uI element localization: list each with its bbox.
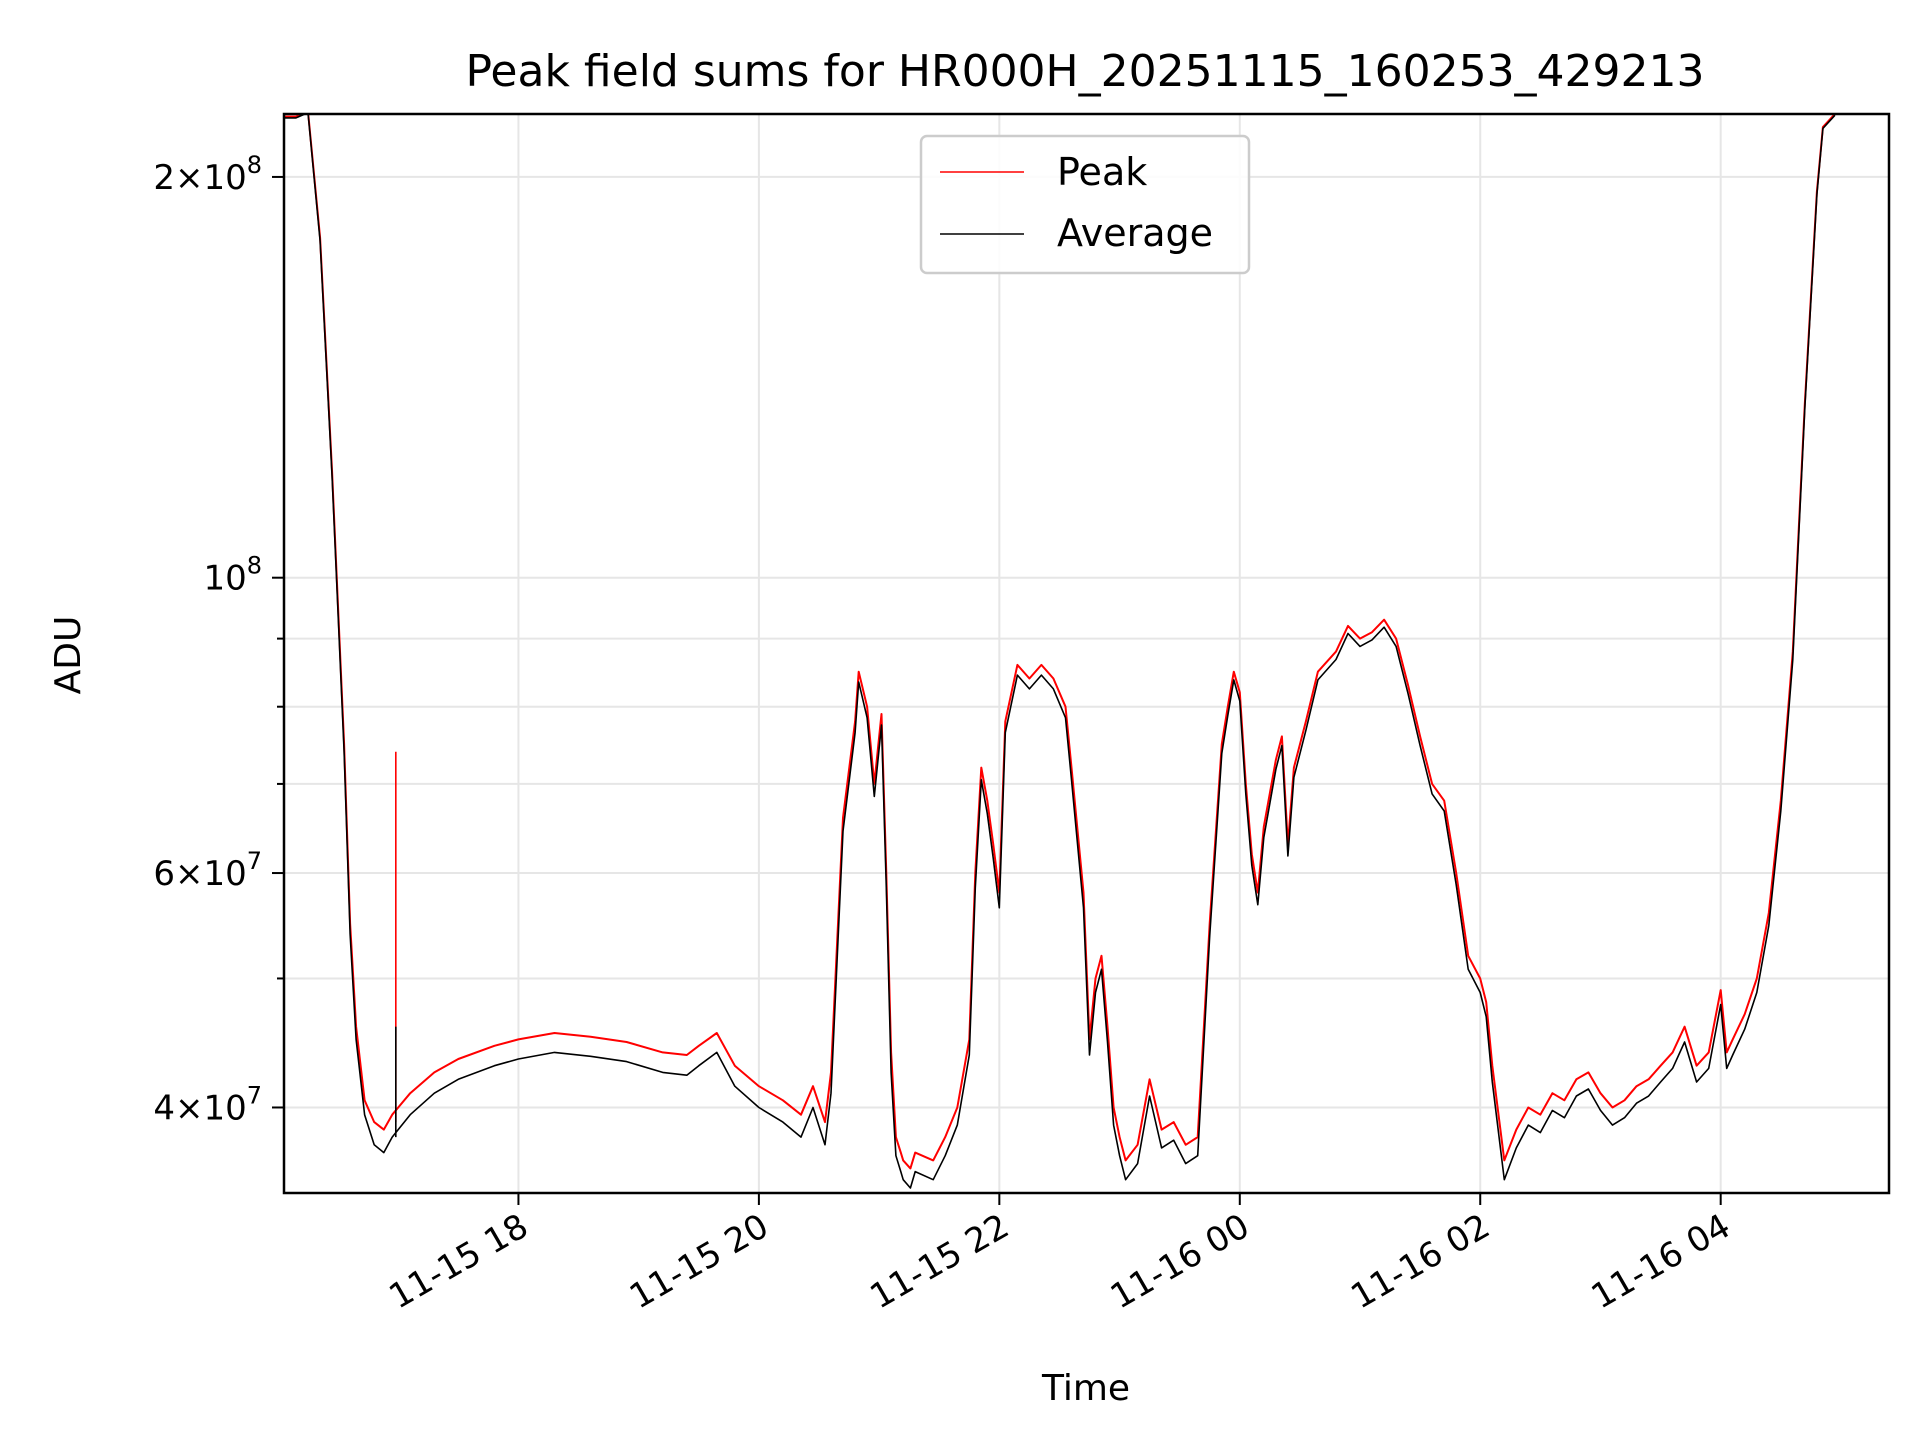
series-line-average	[284, 114, 1836, 1189]
y-tick-label: 4×107	[153, 1081, 262, 1128]
y-tick-label-base: 4×10	[153, 1088, 246, 1128]
y-tick-label-base: 6×10	[153, 854, 246, 894]
legend-label-average: Average	[1057, 211, 1213, 255]
chart-title: Peak field sums for HR000H_20251115_1602…	[465, 46, 1704, 97]
series-layer	[284, 114, 1836, 1189]
x-axis-label: Time	[1041, 1368, 1130, 1409]
series-line-peak	[284, 114, 1836, 1170]
y-tick-label: 2×108	[153, 151, 262, 198]
legend: Peak Average	[919, 134, 1251, 275]
y-tick-label-base: 2×10	[153, 158, 246, 198]
y-tick-label-base: 10	[203, 559, 246, 599]
y-axis-label: ADU	[48, 616, 89, 695]
legend-label-peak: Peak	[1057, 150, 1147, 194]
y-tick-label-exponent: 8	[247, 151, 262, 179]
y-tick-label: 108	[203, 552, 262, 599]
y-tick-label-exponent: 7	[247, 1081, 262, 1109]
plot-frame	[282, 112, 1891, 1195]
legend-box	[919, 134, 1251, 275]
y-tick-label: 6×107	[153, 847, 262, 894]
y-tick-label-exponent: 7	[247, 847, 262, 875]
y-tick-label-exponent: 8	[247, 552, 262, 580]
